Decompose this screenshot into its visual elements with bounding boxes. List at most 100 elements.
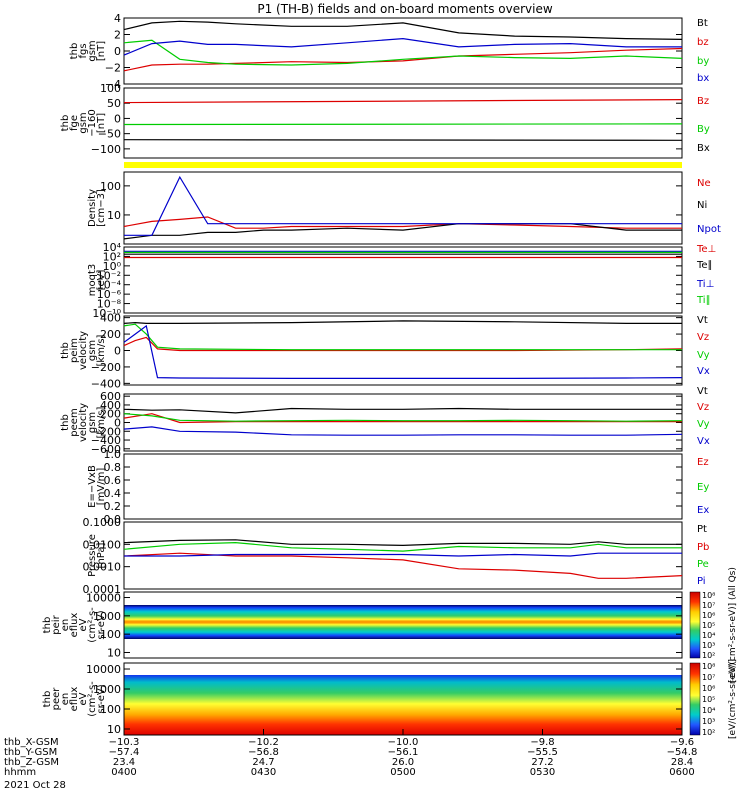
colorbar-tick-label: 10² [702, 651, 715, 660]
series-line-Pt [123, 539, 682, 547]
series-line-By [123, 123, 683, 126]
y-tick-label: 10⁻¹⁰ [92, 307, 121, 320]
y-tick-label: 4 [114, 12, 121, 25]
bottom-row-value: −9.8 [530, 737, 554, 748]
colorbar-tick-label: 10⁷ [702, 601, 715, 610]
legend-entry: Bt [697, 18, 708, 29]
y-axis-label: sr-eV) [96, 610, 107, 639]
series-line-Vx [123, 324, 683, 379]
y-tick-label: 0.0 [104, 513, 122, 526]
y-tick-label: 1.0 [104, 448, 122, 461]
colorbar-tick-label: 10² [702, 728, 715, 737]
bottom-row-value: −10.0 [388, 737, 419, 748]
y-tick-label: 10² [103, 250, 121, 263]
y-tick-label: −200 [91, 361, 121, 374]
series-line-by [123, 39, 683, 66]
legend-entry: Pt [697, 524, 707, 535]
colorbar-tick-label: 10⁶ [702, 611, 715, 620]
colorbar-tick-label: 10⁷ [702, 673, 715, 682]
legend-entry: bz [697, 37, 709, 48]
y-tick-label: 0.0010 [83, 561, 122, 574]
y-tick-label: 100 [100, 82, 121, 95]
legend-entry: Vx [697, 366, 710, 377]
bottom-row-value: 0530 [530, 767, 555, 778]
bottom-row-value: 0600 [669, 767, 694, 778]
colorbar-label: [eV/(cm²-s-sr-eV)] [728, 659, 738, 739]
y-tick-label: −200 [91, 425, 121, 438]
bottom-row-value: −10.3 [109, 737, 140, 748]
series-line-Ne [123, 216, 682, 229]
y-tick-label: 10⁻² [97, 269, 121, 282]
ion-spectrogram [124, 605, 682, 639]
colorbar-tick-label: 10⁴ [702, 631, 715, 640]
y-tick-label: −100 [91, 143, 121, 156]
y-axis-label: gsm [87, 40, 98, 61]
legend-entry: Vy [697, 350, 710, 361]
colorbar-tick-label: 10⁸ [702, 662, 715, 671]
y-axis-label: [mV/m] [96, 468, 107, 506]
y-axis-label: [nT] [96, 41, 107, 61]
y-tick-label: 100 [100, 703, 121, 716]
series-line-Vt [123, 320, 682, 324]
bottom-row-value: 24.7 [252, 757, 274, 768]
y-tick-label: 1000 [93, 683, 121, 696]
y-axis-label: en [60, 693, 71, 706]
y-tick-label: −50 [98, 128, 121, 141]
series-line-Bz [123, 99, 683, 104]
legend-entry: by [697, 56, 709, 67]
series-line-Vt [123, 407, 682, 414]
legend-entry: By [697, 124, 710, 135]
status-bar [124, 162, 682, 168]
y-tick-label: 0.2 [104, 500, 122, 513]
y-tick-label: 400 [100, 399, 121, 412]
colorbar-2: 10⁸ 10⁷ 10⁶ 10⁵ 10⁴ 10³ 10² [eV/(cm²-s-sr-eV)] [689, 659, 738, 739]
y-tick-label: 600 [100, 390, 121, 403]
y-tick-label: 10 [107, 723, 121, 736]
y-axis-label: [km/s] [96, 334, 107, 366]
bottom-row-value: −56.1 [388, 747, 419, 758]
y-tick-label: 10000 [86, 663, 121, 676]
y-tick-label: 2 [114, 29, 121, 42]
y-axis-label: (cm²-s- [87, 681, 98, 717]
legend-entry: Ez [697, 457, 709, 468]
y-axis-label: thb [60, 414, 71, 431]
legend-entry: Vy [697, 419, 710, 430]
y-axis-label: Density [87, 189, 98, 227]
y-axis-label: −160 [87, 109, 98, 136]
panel-7: 1.00.80.60.40.20.0 E=−VxB[mV/m] Ez Ey Ex [87, 448, 709, 526]
colorbar-tick-label: 10⁴ [702, 706, 715, 715]
legend-entry: Ni [697, 200, 707, 211]
colorbar-tick-label: 10⁶ [702, 684, 715, 693]
legend-entry: bx [697, 73, 709, 84]
series-line-Pe [123, 541, 682, 552]
y-tick-label: 10000 [86, 592, 121, 605]
y-tick-label: 0 [114, 345, 121, 358]
y-tick-label: 10⁻⁸ [97, 298, 122, 311]
bottom-row-label: thb_Y-GSM [4, 747, 57, 758]
y-tick-label: 1000 [93, 610, 121, 623]
y-axis-label: moqt3 [87, 264, 98, 297]
panel-frame [123, 591, 683, 659]
y-tick-label: 200 [100, 408, 121, 421]
y-tick-label: 0.1000 [83, 516, 122, 529]
series-line-Vz [123, 413, 682, 424]
y-axis-label: E=−VxB [87, 465, 98, 508]
legend-entry: Te∥ [696, 260, 713, 271]
series-line-Bx [123, 139, 683, 141]
legend-entry: Bx [697, 143, 710, 154]
figure-title: P1 (TH-B) fields and on-board moments ov… [257, 2, 553, 16]
panel-frame [123, 453, 683, 520]
y-axis-label: [eV] [96, 270, 107, 291]
panel-frame [123, 171, 683, 245]
bottom-row-value: −10.2 [248, 737, 279, 748]
legend-entry: Ex [697, 505, 709, 516]
bottom-row-value: 23.4 [113, 757, 135, 768]
y-axis-label: eflux [69, 613, 80, 638]
series-line-bz [123, 47, 683, 72]
y-axis-label: [nPa] [96, 542, 107, 568]
colorbar-tick-label: 10³ [702, 641, 715, 650]
bottom-row-label: hhmm [4, 767, 36, 778]
y-axis-label: gsm [87, 412, 98, 433]
